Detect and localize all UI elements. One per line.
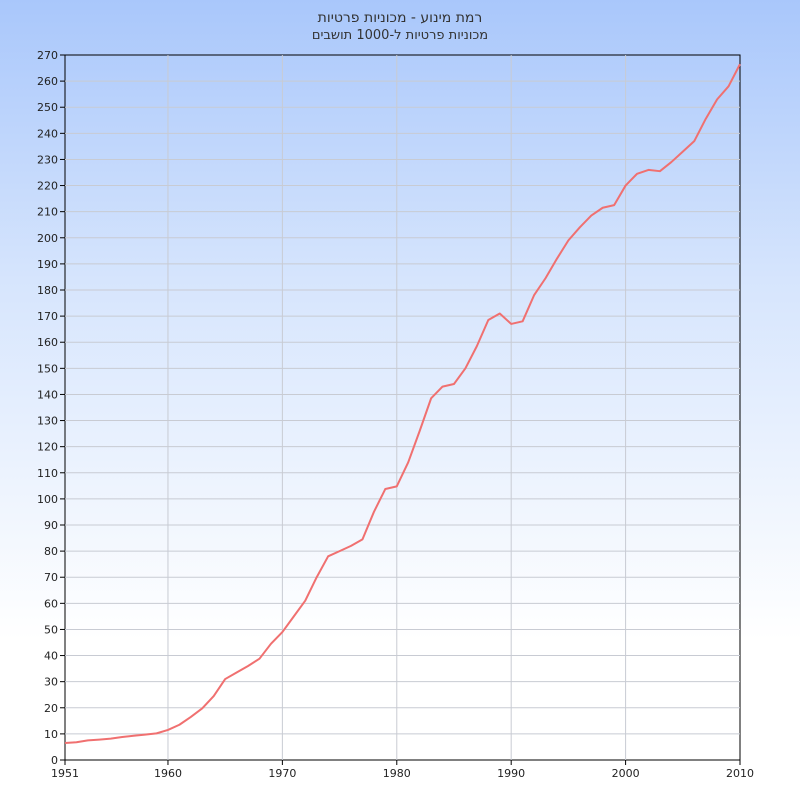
x-tick-label: 2000 xyxy=(612,767,640,780)
x-tick-label: 2010 xyxy=(726,767,754,780)
axis-ticks: 0 10 20 30 40 50 60 70 80 90 100 110 120 130 140 150 160… xyxy=(37,49,754,780)
chart-subtitle: מכוניות פרטיות ל-1000 תושבים xyxy=(312,28,488,43)
x-tick-label: 1960 xyxy=(154,767,182,780)
y-tick-label: 170 xyxy=(37,310,58,323)
y-tick-label: 150 xyxy=(37,362,58,375)
y-tick-label: 220 xyxy=(37,180,58,193)
y-tick-label: 110 xyxy=(37,467,58,480)
y-tick-label: 30 xyxy=(44,676,58,689)
y-tick-label: 200 xyxy=(37,232,58,245)
y-tick-label: 40 xyxy=(44,650,58,663)
y-tick-label: 190 xyxy=(37,258,58,271)
x-tick-label: 1980 xyxy=(383,767,411,780)
grid-lines xyxy=(65,55,740,760)
y-tick-label: 160 xyxy=(37,336,58,349)
x-tick-label: 1990 xyxy=(497,767,525,780)
x-tick-label: 1970 xyxy=(268,767,296,780)
series-layer xyxy=(64,63,741,745)
chart-title: רמת מינוע - מכוניות פרטיות xyxy=(318,10,483,26)
y-tick-label: 50 xyxy=(44,623,58,636)
y-tick-label: 240 xyxy=(37,127,58,140)
y-tick-label: 230 xyxy=(37,153,58,166)
x-tick-label: 1951 xyxy=(51,767,79,780)
y-tick-label: 60 xyxy=(44,597,58,610)
series-line xyxy=(64,63,741,745)
y-tick-label: 100 xyxy=(37,493,58,506)
y-tick-label: 90 xyxy=(44,519,58,532)
y-tick-label: 270 xyxy=(37,49,58,62)
y-tick-label: 260 xyxy=(37,75,58,88)
y-tick-label: 20 xyxy=(44,702,58,715)
y-tick-label: 140 xyxy=(37,388,58,401)
y-tick-label: 70 xyxy=(44,571,58,584)
y-tick-label: 130 xyxy=(37,415,58,428)
y-tick-label: 80 xyxy=(44,545,58,558)
y-tick-label: 0 xyxy=(51,754,58,767)
y-tick-label: 250 xyxy=(37,101,58,114)
plot-area xyxy=(64,54,741,761)
y-tick-label: 180 xyxy=(37,284,58,297)
y-tick-label: 210 xyxy=(37,206,58,219)
y-tick-label: 120 xyxy=(37,441,58,454)
y-tick-label: 10 xyxy=(44,728,58,741)
